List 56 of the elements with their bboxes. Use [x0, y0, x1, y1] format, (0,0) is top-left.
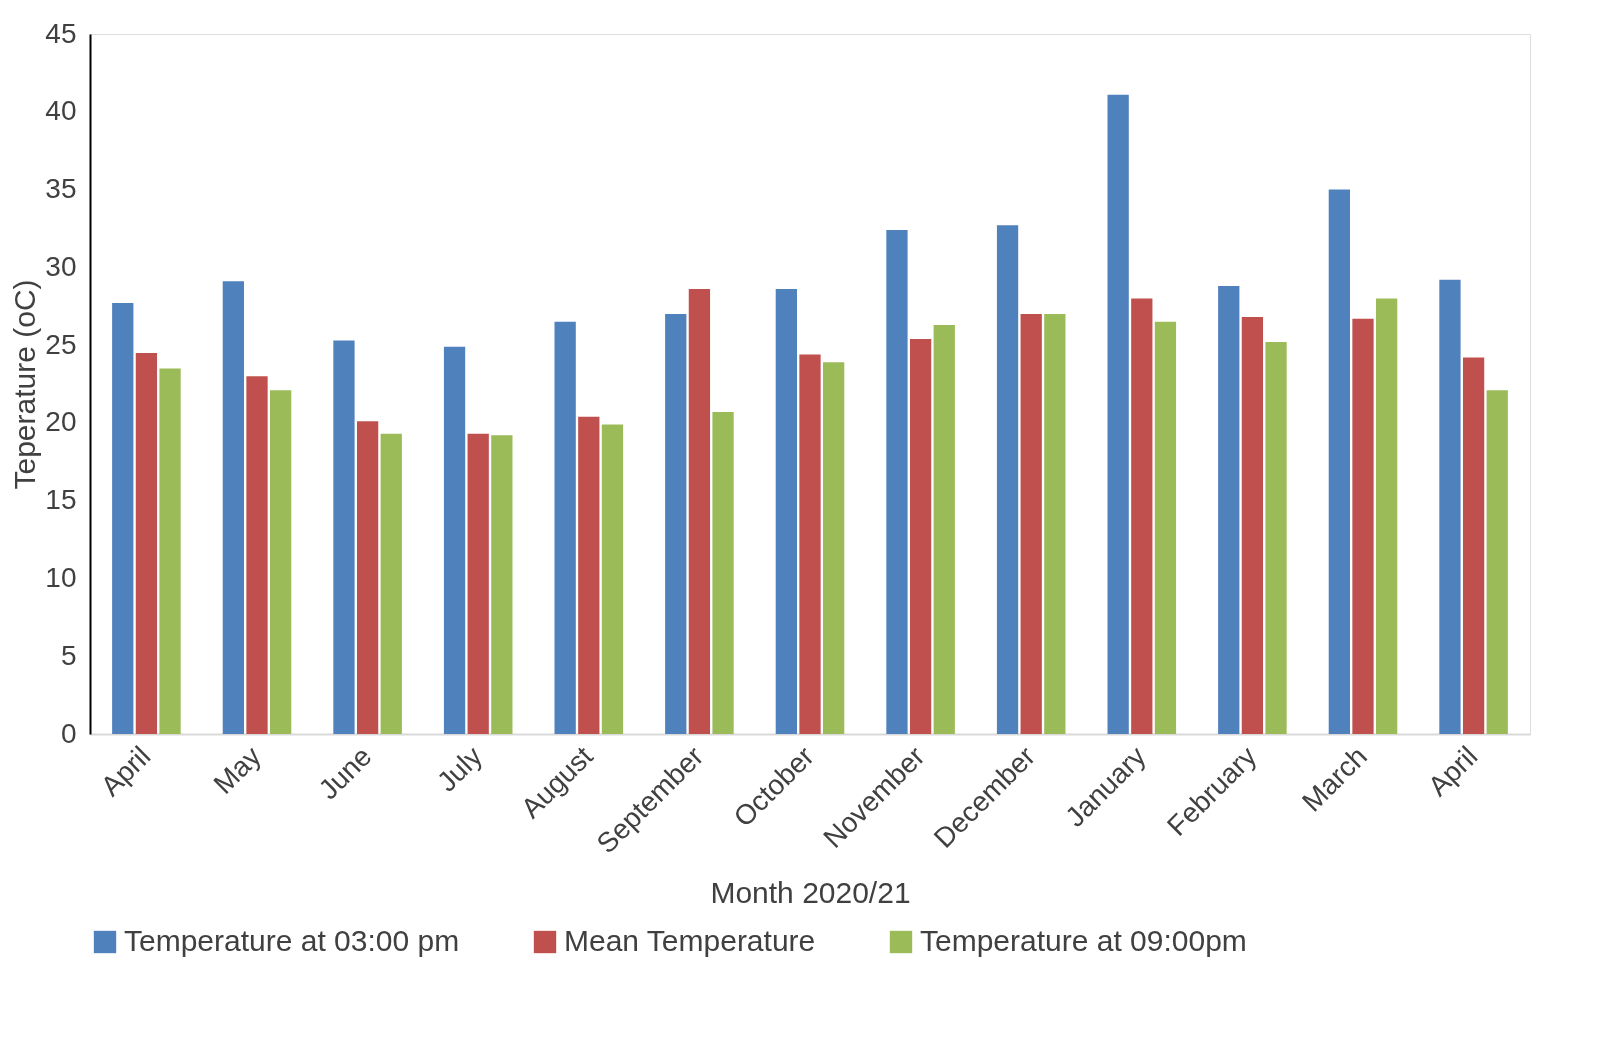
- bar: [1486, 390, 1508, 734]
- y-tick-label: 15: [45, 484, 77, 516]
- bar: [775, 289, 797, 734]
- y-axis-title: Teperature (oC): [8, 279, 42, 490]
- legend-label: Temperature at 03:00 pm: [124, 924, 460, 957]
- bar: [886, 230, 908, 734]
- bar: [1020, 314, 1042, 734]
- legend-label: Mean Temperature: [564, 924, 816, 957]
- bar: [1218, 286, 1240, 734]
- bar: [1241, 317, 1264, 734]
- bar: [665, 314, 687, 734]
- x-tick-label: May: [207, 740, 267, 800]
- y-tick-label: 30: [45, 250, 77, 282]
- bar: [222, 281, 244, 734]
- y-tick-label: 10: [45, 561, 77, 593]
- bar: [909, 338, 932, 734]
- y-tick-label: 0: [60, 717, 77, 749]
- bar: [356, 421, 379, 734]
- x-axis-title: Month 2020/21: [710, 876, 911, 910]
- bar: [1131, 298, 1153, 734]
- bar: [443, 346, 466, 734]
- bar: [799, 354, 821, 734]
- y-tick-label: 35: [45, 173, 77, 205]
- bar: [1439, 279, 1461, 734]
- bar: [1265, 342, 1287, 734]
- bar: [112, 303, 134, 734]
- bar: [159, 368, 181, 734]
- y-tick-label: 40: [45, 95, 77, 127]
- bar: [712, 412, 734, 734]
- y-tick-label: 25: [45, 328, 77, 360]
- bar: [1328, 189, 1350, 734]
- bar: [1376, 298, 1398, 734]
- bar: [601, 424, 624, 734]
- bar: [246, 376, 268, 734]
- bar: [1154, 321, 1177, 734]
- bar: [333, 340, 355, 734]
- bar: [823, 362, 845, 734]
- bar: [1044, 314, 1066, 734]
- y-tick-label: 5: [60, 639, 77, 671]
- bar: [996, 225, 1019, 734]
- y-tick-label: 20: [45, 406, 77, 438]
- bar: [467, 433, 489, 734]
- y-tick-label: 45: [45, 17, 77, 49]
- bar: [491, 435, 513, 734]
- bar: [1107, 94, 1129, 734]
- bar: [1352, 318, 1374, 734]
- bar: [135, 352, 158, 734]
- bar: [933, 324, 955, 734]
- bar: [554, 321, 576, 734]
- bar: [380, 433, 402, 734]
- bar: [270, 390, 292, 734]
- bar: [1462, 357, 1485, 734]
- x-tick-label: July: [430, 740, 489, 798]
- bar: [578, 416, 600, 734]
- bar: [688, 289, 711, 734]
- legend-label: Temperature at 09:00pm: [920, 924, 1247, 957]
